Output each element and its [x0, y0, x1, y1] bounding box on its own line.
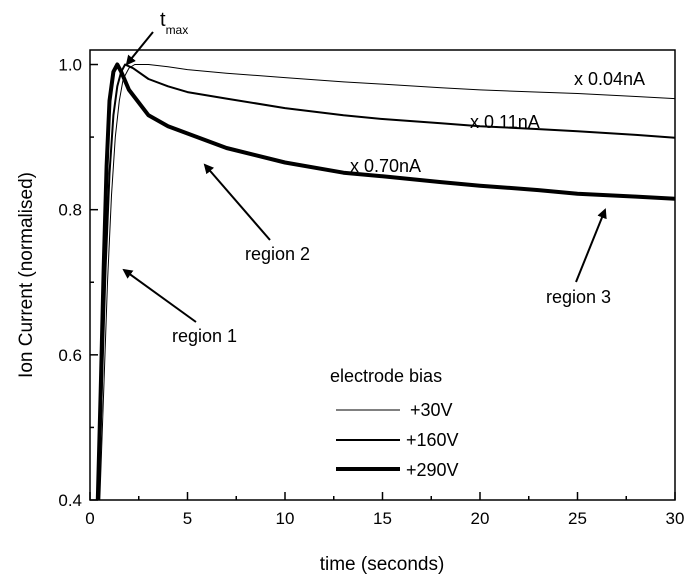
- series-line-290vv: [95, 62, 676, 501]
- series-scale-label-30v: x 0.04nA: [574, 69, 645, 89]
- tmax-label: t: [160, 9, 166, 31]
- region-2-label: region 2: [245, 244, 310, 264]
- region-3-label: region 3: [546, 287, 611, 307]
- x-tick-label: 15: [373, 509, 392, 528]
- region-1-label: region 1: [172, 326, 237, 346]
- legend-label-290v: +290V: [406, 460, 459, 480]
- series-scale-label-160v: x 0.11nA: [470, 112, 540, 132]
- x-tick-label: 10: [276, 509, 295, 528]
- series-layer: [95, 62, 676, 501]
- x-axis-ticks: 0 5 10 15 20 25 30: [85, 492, 684, 528]
- series-scale-label-290v: x 0.70nA: [350, 156, 421, 176]
- region-2-arrow: [203, 163, 271, 241]
- x-tick-label: 30: [666, 509, 685, 528]
- tmax-subscript: max: [166, 23, 189, 37]
- x-tick-label: 5: [183, 509, 192, 528]
- x-tick-label: 0: [85, 509, 94, 528]
- tmax-annotation: tmax: [160, 9, 188, 37]
- y-tick-label: 1.0: [58, 56, 82, 75]
- series-line-160vv: [97, 63, 676, 501]
- series-line-30vv: [99, 64, 676, 501]
- y-tick-label: 0.4: [58, 491, 82, 510]
- legend-label-160v: +160V: [406, 430, 459, 450]
- y-axis-title: Ion Current (normalised): [16, 172, 37, 378]
- y-tick-label: 0.8: [58, 201, 82, 220]
- region-3-arrow: [575, 208, 607, 283]
- plot-area-frame: [89, 49, 676, 501]
- y-tick-label: 0.6: [58, 346, 82, 365]
- tmax-arrow: [125, 31, 154, 66]
- legend-title: electrode bias: [330, 366, 442, 386]
- legend: electrode bias +30V +160V +290V: [330, 366, 459, 480]
- region-1-arrow: [122, 268, 197, 323]
- x-tick-label: 25: [568, 509, 587, 528]
- x-tick-label: 20: [471, 509, 490, 528]
- legend-label-30v: +30V: [410, 400, 453, 420]
- x-axis-title: time (seconds): [320, 554, 445, 575]
- y-axis-ticks: 0.4 0.6 0.8 1.0: [58, 56, 98, 510]
